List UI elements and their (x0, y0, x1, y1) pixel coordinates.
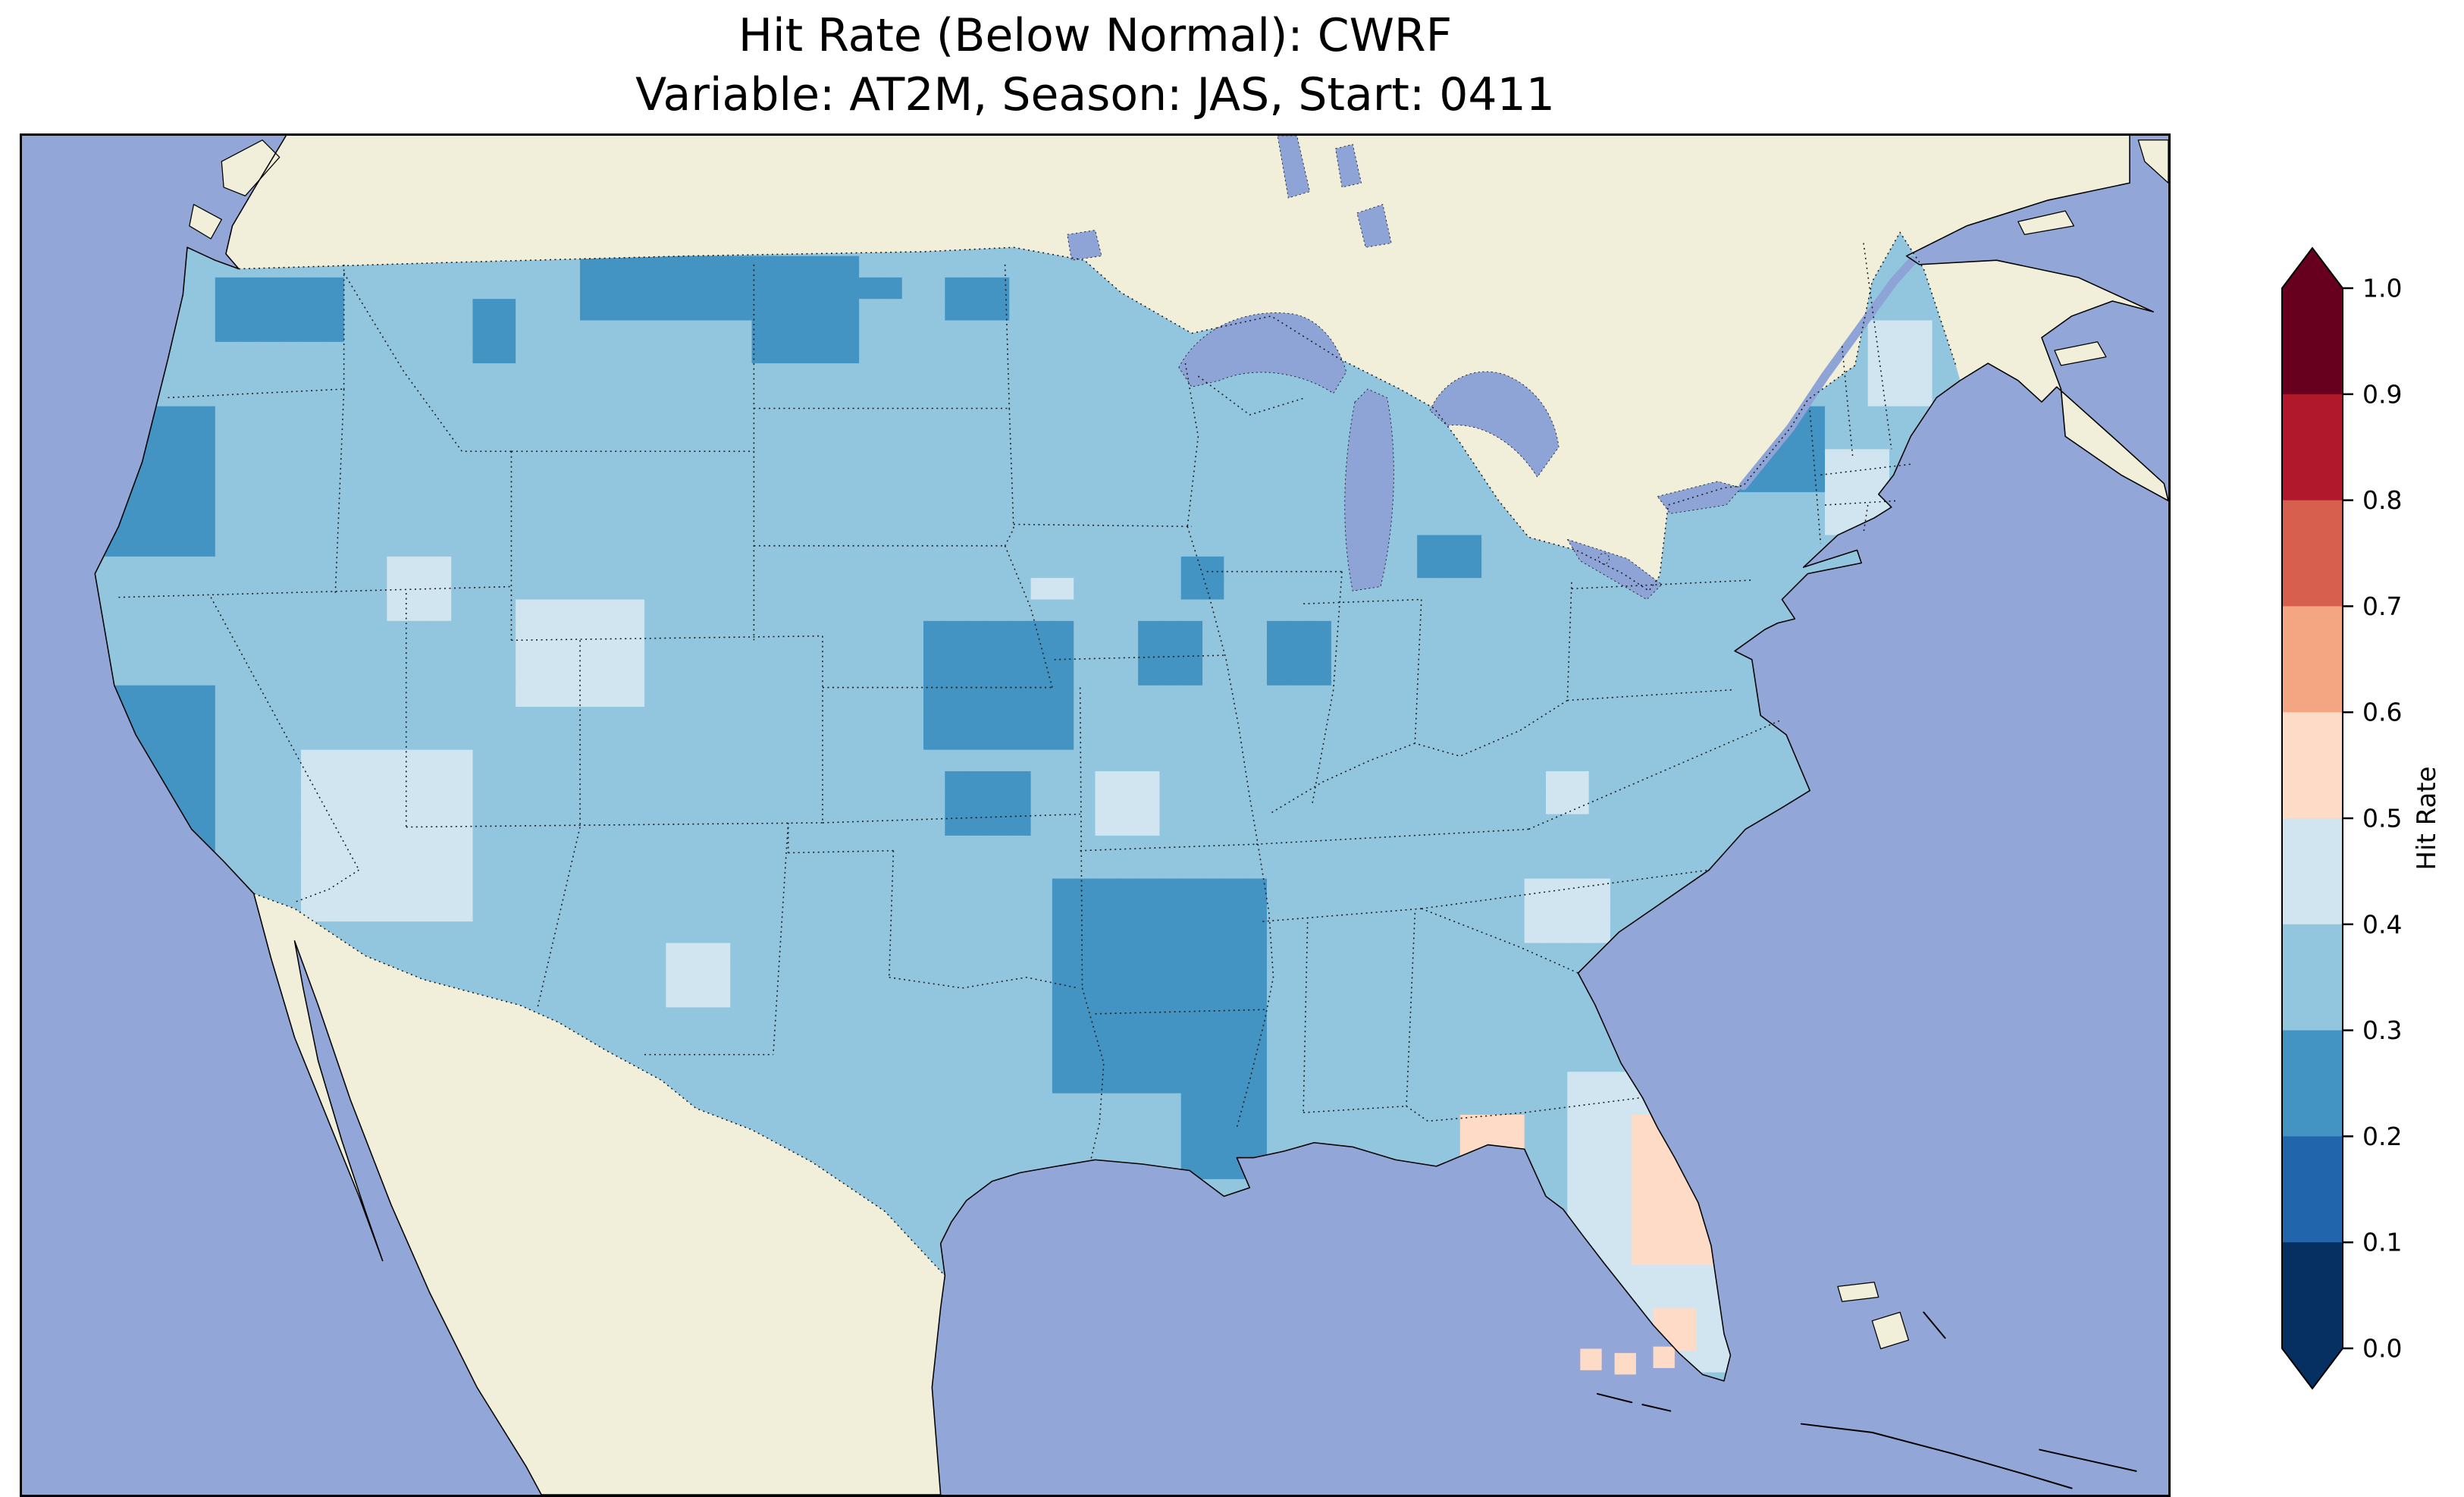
colorbar-tick-label: 0.7 (2362, 592, 2402, 621)
colorbar-tick-label: 1.0 (2362, 274, 2402, 303)
page-subtitle: Variable: AT2M, Season: JAS, Start: 0411 (22, 65, 2168, 124)
colorbar-band (2282, 288, 2343, 394)
colorbar-extend-under (2282, 1348, 2343, 1389)
colorbar-band (2282, 712, 2343, 818)
colorbar-band (2282, 1136, 2343, 1242)
colorbar-band (2282, 1031, 2343, 1137)
colorbar-axis-label: Hit Rate (2412, 766, 2442, 870)
figure-title: Hit Rate (Below Normal): CWRF Variable: … (22, 6, 2168, 124)
colorbar-tick-label: 0.9 (2362, 379, 2402, 409)
colorbar-band (2282, 394, 2343, 501)
colorbar-band (2282, 606, 2343, 712)
colorbar-band (2282, 924, 2343, 1031)
colorbar-tick-label: 0.3 (2362, 1015, 2402, 1045)
page-title: Hit Rate (Below Normal): CWRF (22, 6, 2168, 65)
colorbar: 1.0 0.9 0.8 0.7 0.6 0.5 0.4 0.3 0.2 0.1 0.0 Hit Ra… (2259, 235, 2464, 1418)
map-canvas (22, 136, 2168, 1495)
colorbar-band (2282, 818, 2343, 924)
colorbar-tick-label: 0.8 (2362, 485, 2402, 515)
colorbar-tick-label: 0.6 (2362, 698, 2402, 727)
colorbar-band (2282, 1242, 2343, 1348)
colorbar-canvas: 1.0 0.9 0.8 0.7 0.6 0.5 0.4 0.3 0.2 0.1 0.0 Hit Ra… (2259, 235, 2464, 1418)
colorbar-tick-label: 0.2 (2362, 1122, 2402, 1151)
colorbar-dynamic: 1.0 0.9 0.8 0.7 0.6 0.5 0.4 0.3 0.2 0.1 0.0 (2282, 248, 2402, 1389)
colorbar-tick-label: 0.1 (2362, 1228, 2402, 1257)
map-frame (20, 133, 2171, 1497)
colorbar-band (2282, 501, 2343, 607)
colorbar-tick-label: 0.5 (2362, 804, 2402, 833)
colorbar-extend-over (2282, 248, 2343, 288)
colorbar-tick-label: 0.4 (2362, 909, 2402, 939)
colorbar-tick-label: 0.0 (2362, 1334, 2402, 1364)
